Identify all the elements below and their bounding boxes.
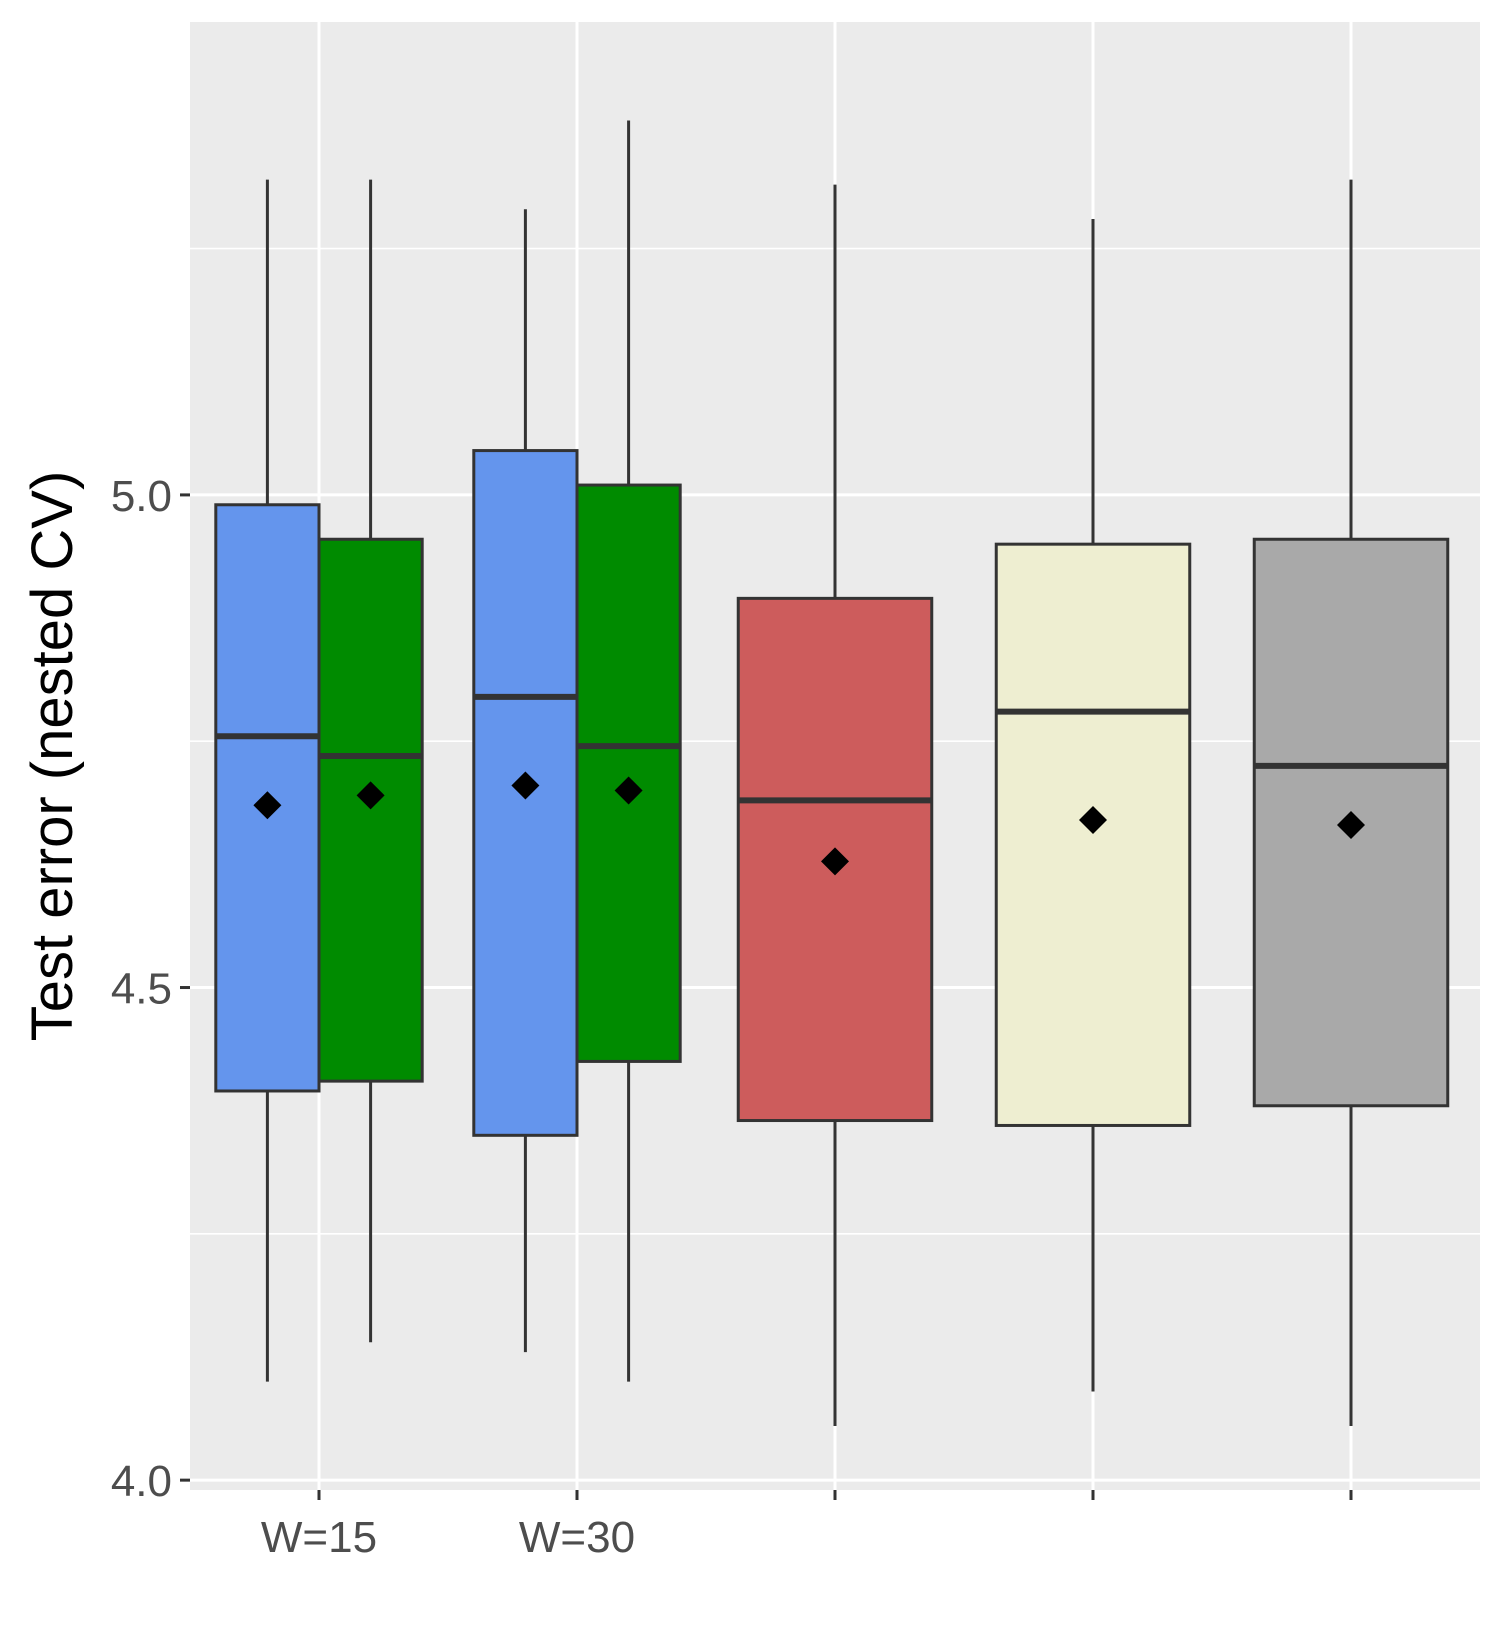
mean-marker bbox=[511, 771, 540, 800]
mean-marker bbox=[614, 776, 643, 805]
y-tick-label: 4.5 bbox=[111, 965, 172, 1014]
y-axis-title: Test error (nested CV) bbox=[20, 471, 85, 1042]
box-group bbox=[1252, 179, 1450, 1426]
box-group bbox=[736, 184, 934, 1426]
mean-marker bbox=[1337, 810, 1365, 839]
x-axis: W=15 W=30 bbox=[261, 1490, 1353, 1562]
box-group bbox=[472, 209, 579, 1353]
x-tick-label: W=30 bbox=[519, 1513, 635, 1562]
box-group bbox=[575, 120, 682, 1382]
box-group bbox=[994, 219, 1192, 1392]
mean-marker bbox=[253, 791, 282, 820]
y-tick-label: 5.0 bbox=[111, 472, 172, 521]
box-iqr bbox=[317, 537, 424, 1083]
mean-marker bbox=[356, 781, 385, 810]
box-group bbox=[317, 179, 424, 1343]
box-iqr bbox=[994, 542, 1192, 1127]
mean-marker bbox=[821, 847, 849, 876]
x-tick-label: W=15 bbox=[261, 1513, 377, 1562]
box-group bbox=[214, 179, 321, 1382]
box-iqr bbox=[575, 483, 682, 1063]
y-axis: 4.0 4.5 5.0 bbox=[111, 472, 190, 1506]
boxplot-series bbox=[214, 120, 1450, 1426]
y-tick-label: 4.0 bbox=[111, 1457, 172, 1506]
mean-marker bbox=[1079, 806, 1107, 835]
